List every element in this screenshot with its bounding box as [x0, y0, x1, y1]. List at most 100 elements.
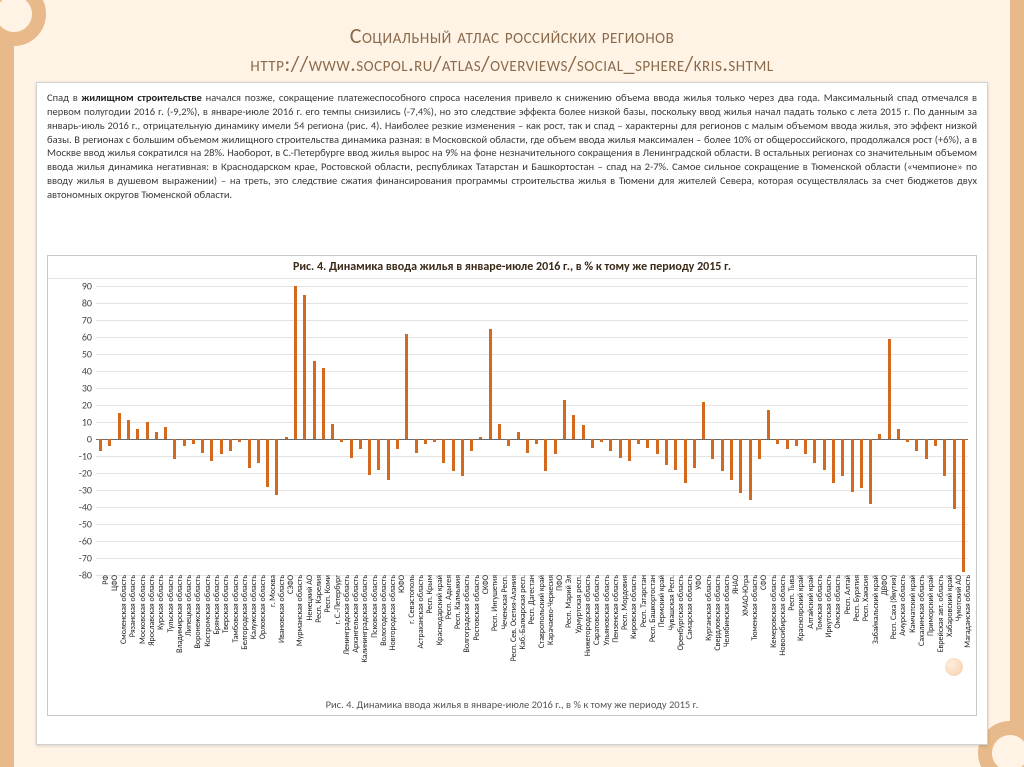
bar — [424, 439, 427, 444]
bar — [526, 439, 529, 453]
x-tick-label: Тверская область — [221, 575, 231, 633]
bar — [962, 439, 965, 572]
x-tick-label: Респ. Дагестан — [527, 575, 537, 625]
title-line-2: http://www.socpol.ru/atlas/overviews/soc… — [30, 50, 994, 78]
x-tick-label: Респ. Коми — [323, 575, 333, 613]
y-tick-label: 80 — [58, 297, 92, 310]
bar — [832, 439, 835, 483]
x-tick-label: Респ. Крым — [425, 575, 435, 614]
bar — [470, 439, 473, 451]
bar — [656, 439, 659, 454]
bar — [118, 413, 121, 439]
x-tick-label: Рязанская область — [128, 575, 138, 637]
bar — [813, 439, 816, 463]
bar — [192, 439, 195, 444]
bar — [674, 439, 677, 470]
bar — [721, 439, 724, 471]
chart-caption: Рис. 4. Динамика ввода жилья в январе-ию… — [48, 698, 976, 711]
bar — [619, 439, 622, 458]
bar — [795, 439, 798, 446]
bar — [248, 439, 251, 468]
bar — [164, 427, 167, 439]
bar — [591, 439, 594, 448]
gridline — [96, 422, 968, 423]
bar — [108, 439, 111, 446]
x-tick-label: ЮФО — [397, 575, 407, 593]
bar — [888, 339, 891, 439]
bar — [702, 402, 705, 439]
plot-area: -80-70-60-50-40-30-20-100102030405060708… — [96, 286, 968, 575]
gridline — [96, 456, 968, 457]
bar — [897, 429, 900, 439]
bar — [823, 439, 826, 470]
bar — [461, 439, 464, 476]
gridline — [96, 388, 968, 389]
bar — [711, 439, 714, 459]
y-tick-label: -20 — [58, 467, 92, 480]
gridline — [96, 541, 968, 542]
bar — [275, 439, 278, 495]
bar — [146, 422, 149, 439]
bar — [953, 439, 956, 509]
x-tick-label: Курская область — [156, 575, 166, 630]
bar — [99, 439, 102, 451]
y-tick-label: 20 — [58, 399, 92, 412]
bar — [155, 432, 158, 439]
gridline — [96, 337, 968, 338]
bar — [730, 439, 733, 480]
bar — [572, 415, 575, 439]
bar — [906, 439, 909, 442]
y-tick-label: 10 — [58, 416, 92, 429]
content-panel: Спад в жилищном строительстве начался по… — [36, 82, 988, 745]
bar — [340, 439, 343, 442]
bar — [869, 439, 872, 504]
gridline — [96, 524, 968, 525]
slide: Социальный атлас российских регионов htt… — [0, 0, 1024, 767]
bar — [322, 368, 325, 439]
y-tick-label: 40 — [58, 365, 92, 378]
y-tick-label: -70 — [58, 552, 92, 565]
bar — [684, 439, 687, 483]
bar — [285, 437, 288, 439]
gridline — [96, 354, 968, 355]
bar — [359, 439, 362, 449]
page-title: Социальный атлас российских регионов htt… — [30, 22, 994, 77]
bar — [405, 334, 408, 439]
bar — [368, 439, 371, 475]
gridline — [96, 473, 968, 474]
x-tick-label: Приморский край — [926, 575, 936, 636]
y-tick-label: 0 — [58, 433, 92, 446]
gridline — [96, 320, 968, 321]
x-tick-label: Респ. Хакасия — [861, 575, 871, 621]
bar — [229, 439, 232, 451]
bar — [479, 437, 482, 439]
y-tick-label: 50 — [58, 348, 92, 361]
x-axis-zero — [96, 439, 968, 440]
bar — [749, 439, 752, 500]
bar — [535, 439, 538, 444]
bar — [377, 439, 380, 470]
x-tick-label: Орловская область — [258, 575, 268, 639]
bar — [266, 439, 269, 487]
bar — [934, 439, 937, 446]
bar — [507, 439, 510, 446]
bar — [220, 439, 223, 454]
x-tick-label: Саратовская область — [592, 575, 602, 645]
x-tick-label: Респ. Марий Эл — [564, 575, 574, 628]
x-tick-label: Кировская область — [629, 575, 639, 639]
y-tick-label: 70 — [58, 314, 92, 327]
gridline — [96, 303, 968, 304]
bar — [452, 439, 455, 471]
y-tick-label: -40 — [58, 501, 92, 514]
x-tick-label: Респ. Ингушетия — [490, 575, 500, 631]
x-tick-label: Магаданская область — [963, 575, 973, 648]
bar — [851, 439, 854, 492]
gridline — [96, 286, 968, 287]
x-tick-label: СФО — [759, 575, 769, 590]
decor-left-bar — [0, 0, 14, 767]
bar — [860, 439, 863, 488]
y-tick-label: 30 — [58, 382, 92, 395]
bar — [637, 439, 640, 444]
title-line-1: Социальный атлас российских регионов — [30, 22, 994, 50]
bar — [628, 439, 631, 461]
